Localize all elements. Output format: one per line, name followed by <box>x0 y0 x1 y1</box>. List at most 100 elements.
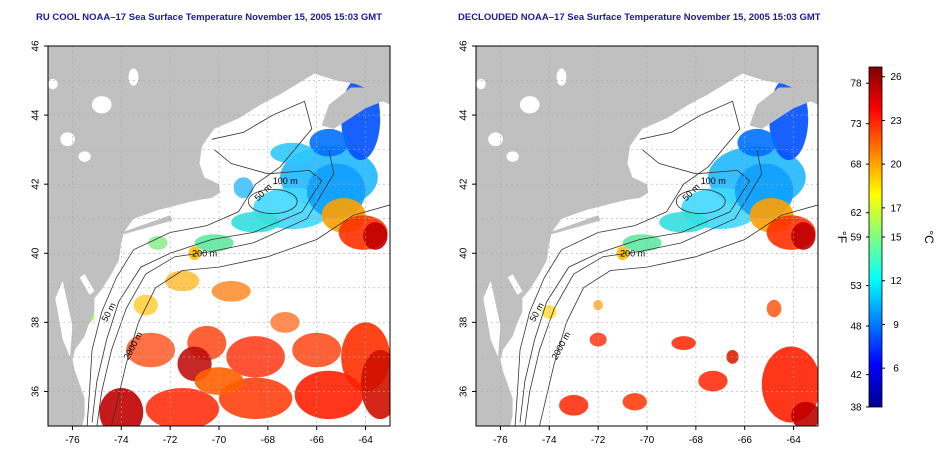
fahrenheit-tick-label: 38 <box>850 403 862 414</box>
bathymetry-contour <box>111 204 390 426</box>
bathymetry-contour <box>524 149 763 426</box>
sst-patch <box>341 77 381 160</box>
x-tick-label: -66 <box>309 435 324 446</box>
celsius-tick-label: 20 <box>890 160 902 171</box>
sst-patch <box>126 332 176 368</box>
sst-patch <box>211 280 251 302</box>
sst-patch <box>541 305 557 319</box>
bathymetry-contour <box>91 149 323 423</box>
x-tick-label: -72 <box>591 435 606 446</box>
chesapeake-bay <box>483 280 501 357</box>
contour-label-50m-south: 50 m <box>100 301 118 323</box>
long-island <box>121 215 173 235</box>
celsius-tick-label: 6 <box>893 364 899 375</box>
sst-patch <box>145 388 219 426</box>
contour-label-200m: 200 m <box>620 249 645 259</box>
sst-patch <box>280 146 378 209</box>
contour-label-2000m: 2000 m <box>122 330 145 361</box>
celsius-tick-label: 15 <box>890 233 902 244</box>
sst-patch <box>559 394 589 416</box>
lake <box>519 96 540 114</box>
sst-patch <box>681 187 760 230</box>
x-tick-label: -66 <box>737 435 752 446</box>
x-tick-label: -70 <box>640 435 655 446</box>
sst-patch <box>306 163 366 219</box>
lake <box>91 96 112 114</box>
sst-patch <box>270 142 315 164</box>
x-tick-label: -68 <box>261 435 276 446</box>
y-tick-label: 46 <box>459 40 470 52</box>
left-panel-title: RU COOL NOAA–17 Sea Surface Temperature … <box>36 12 383 23</box>
sst-patch <box>737 128 777 157</box>
fahrenheit-tick-label: 78 <box>850 79 862 90</box>
bathymetry-contour <box>539 204 818 426</box>
sst-patch <box>589 332 607 347</box>
lake <box>488 132 503 147</box>
x-tick-label: -64 <box>358 435 373 446</box>
delaware-bay <box>79 274 95 295</box>
y-tick-label: 44 <box>31 109 42 121</box>
celsius-tick-label: 9 <box>893 320 899 331</box>
lake <box>556 68 567 86</box>
sst-patch <box>593 299 604 311</box>
nova-scotia <box>321 80 390 129</box>
chesapeake-bay <box>55 280 73 357</box>
sst-patch <box>734 163 794 219</box>
contour-label-100m: 100 m <box>701 176 726 186</box>
x-tick-label: -68 <box>689 435 704 446</box>
sst-patch <box>292 332 342 368</box>
contour-label-50m: 50 m <box>252 182 273 203</box>
y-tick-label: 44 <box>459 109 470 121</box>
sst-patch <box>294 370 364 420</box>
sst-patch <box>791 222 816 250</box>
y-tick-label: 38 <box>459 316 470 328</box>
sst-patch <box>616 246 629 261</box>
sst-patch <box>226 336 285 378</box>
bathymetry-contour <box>514 100 741 426</box>
contour-label-50m: 50 m <box>680 182 701 203</box>
sst-patch <box>233 177 254 198</box>
sst-patch <box>194 367 244 395</box>
lake <box>506 151 519 162</box>
y-tick-label: 36 <box>31 385 42 397</box>
sst-patch <box>74 306 95 325</box>
bathymetry-contour <box>519 149 751 423</box>
lake <box>48 78 58 90</box>
sst-patch <box>726 350 739 364</box>
land-mass <box>48 46 390 426</box>
sst-patch <box>338 215 388 250</box>
land-mass <box>476 46 818 426</box>
celsius-unit-label: °C <box>922 230 936 244</box>
lake <box>78 151 91 162</box>
sst-patch <box>194 234 234 252</box>
x-tick-label: -76 <box>65 435 80 446</box>
contour-label-200m: 200 m <box>192 249 217 259</box>
y-tick-label: 42 <box>459 178 470 190</box>
sst-patch <box>231 211 281 233</box>
sst-patch <box>363 222 388 250</box>
sst-patch <box>309 128 349 157</box>
contour-label-100m: 100 m <box>273 176 298 186</box>
fahrenheit-tick-label: 53 <box>850 281 862 292</box>
y-tick-label: 40 <box>459 247 470 259</box>
fahrenheit-unit-label: °F <box>835 231 849 243</box>
lake <box>60 132 75 147</box>
sst-patch <box>708 146 806 209</box>
sst-patch <box>341 322 390 392</box>
right-panel-title: DECLOUDED NOAA–17 Sea Surface Temperatur… <box>458 12 821 23</box>
bathymetry-contour <box>86 100 313 426</box>
sst-patch <box>769 77 809 160</box>
x-tick-label: -74 <box>114 435 129 446</box>
map-frame <box>475 45 819 427</box>
sst-patch <box>188 246 201 261</box>
sst-patch <box>253 187 332 230</box>
sst-patch <box>766 299 782 318</box>
fahrenheit-tick-label: 59 <box>850 233 862 244</box>
long-island <box>549 215 601 235</box>
fahrenheit-tick-label: 42 <box>850 370 862 381</box>
